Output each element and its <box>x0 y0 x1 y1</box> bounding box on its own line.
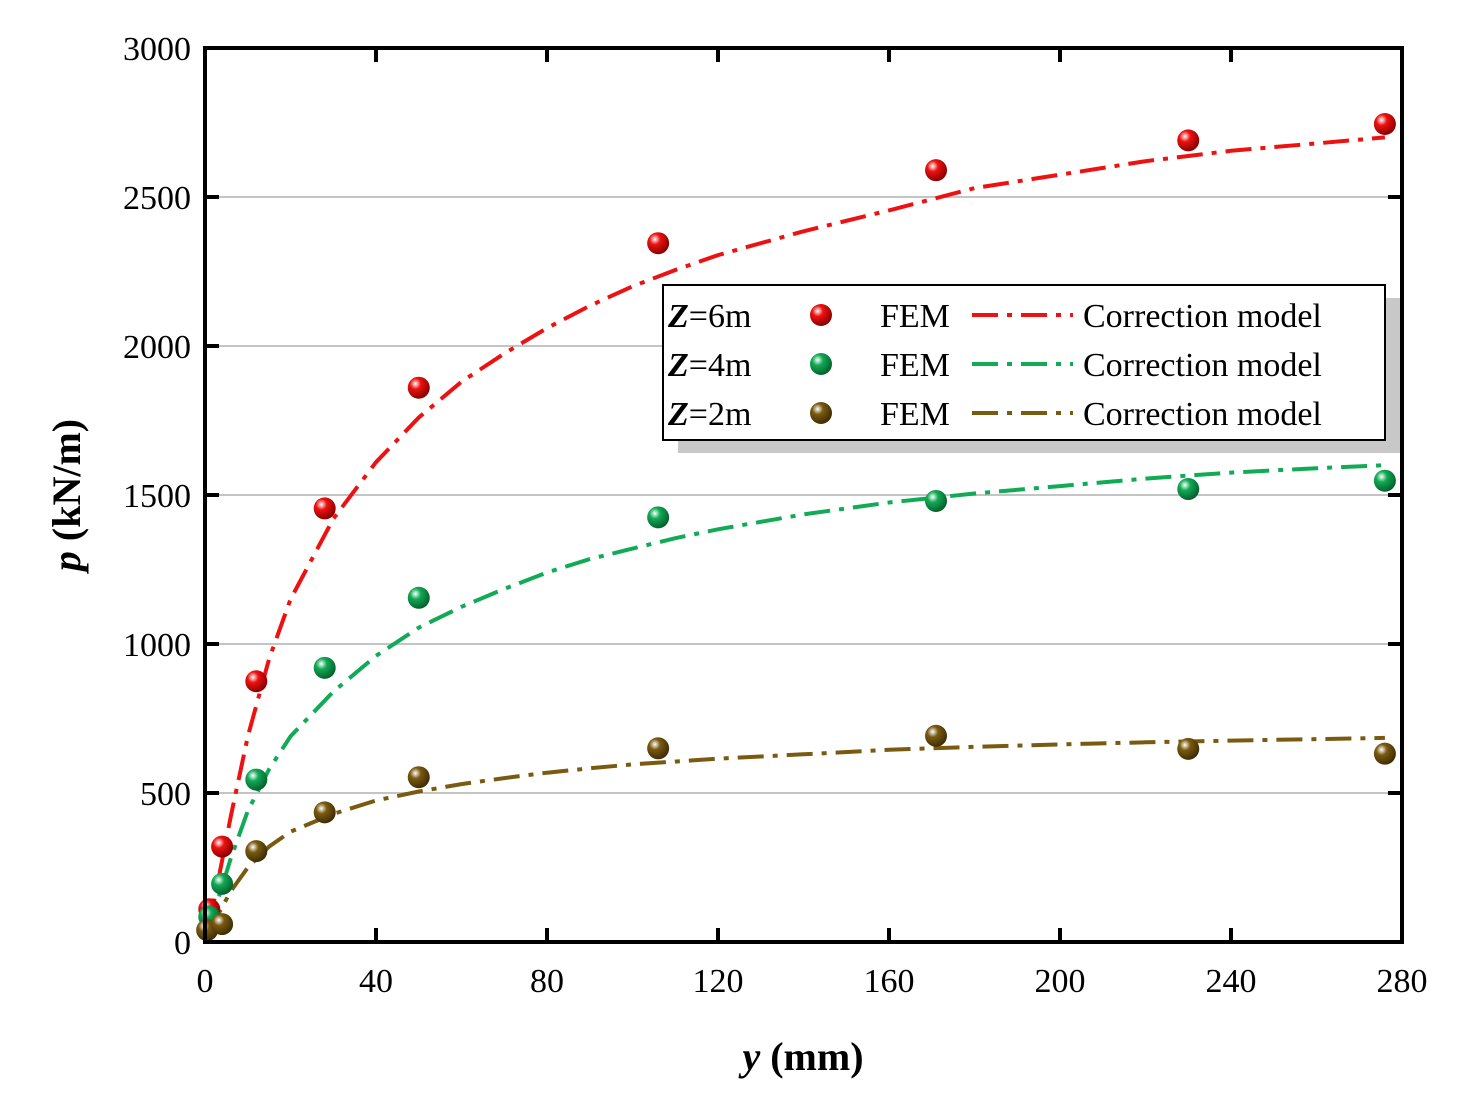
y-tick-label: 1000 <box>123 627 191 664</box>
fit-line-Z=2m <box>207 735 1385 934</box>
fit-line-Z=6m <box>207 135 1386 925</box>
fem-point-Z=2m <box>1177 737 1200 760</box>
x-tick-label: 40 <box>359 963 393 1000</box>
fem-point-Z=6m <box>211 835 234 858</box>
axis-ticks: 0 500 1000 1500 2000 2500 3000 0 40 80 120 160 200 24… <box>123 31 1428 1000</box>
fem-point-Z=4m <box>925 489 948 512</box>
legend-marker-label: FEM <box>880 396 950 433</box>
fem-point-Z=2m <box>313 801 336 824</box>
legend-marker <box>810 304 832 326</box>
x-tick-label: 0 <box>197 963 214 1000</box>
fem-point-Z=2m <box>245 840 268 863</box>
fem-point-Z=2m <box>1373 742 1396 765</box>
fem-point-Z=6m <box>313 497 336 520</box>
y-tick-label: 1500 <box>123 478 191 515</box>
x-axis-title: y (mm) <box>738 1034 863 1079</box>
fem-point-Z=2m <box>407 766 430 789</box>
y-tick-label: 0 <box>174 925 191 962</box>
legend-line-label: Correction model <box>1083 347 1322 384</box>
legend-line-label: Correction model <box>1083 396 1322 433</box>
legend-marker-label: FEM <box>880 347 950 384</box>
x-tick-label: 200 <box>1035 963 1086 1000</box>
fem-point-Z=4m <box>1177 478 1200 501</box>
x-tick-label: 160 <box>864 963 915 1000</box>
fem-point-Z=2m <box>647 737 670 760</box>
fem-point-Z=4m <box>211 872 234 895</box>
fem-point-Z=4m <box>407 586 430 609</box>
x-tick-label: 240 <box>1206 963 1257 1000</box>
y-tick-label: 3000 <box>123 31 191 68</box>
fem-points <box>196 112 1396 942</box>
legend-series-label: Z=4m <box>667 347 751 384</box>
legend: Z=6m FEM Correction model Z=4m FEM Correction… <box>662 284 1400 453</box>
fem-point-Z=6m <box>1177 129 1200 152</box>
fem-point-Z=4m <box>313 656 336 679</box>
legend-series-label: Z=6m <box>667 298 751 335</box>
legend-marker <box>810 353 832 375</box>
fem-point-Z=6m <box>647 232 670 255</box>
legend-line-label: Correction model <box>1083 298 1322 335</box>
fem-point-Z=6m <box>925 159 948 182</box>
fem-point-Z=4m <box>647 506 670 529</box>
x-tick-label: 80 <box>530 963 564 1000</box>
fem-point-Z=2m <box>925 724 948 747</box>
y-tick-label: 2500 <box>123 180 191 217</box>
y-axis-title: p (kN/m) <box>44 419 89 574</box>
fem-point-Z=6m <box>245 670 268 693</box>
fem-point-Z=4m <box>1373 469 1396 492</box>
legend-series-label: Z=2m <box>667 396 751 433</box>
y-tick-label: 2000 <box>123 329 191 366</box>
fit-curves <box>207 135 1386 934</box>
fem-point-Z=6m <box>1373 112 1396 135</box>
legend-marker <box>810 402 832 424</box>
fem-point-Z=4m <box>245 768 268 791</box>
x-tick-label: 120 <box>693 963 744 1000</box>
x-tick-label: 280 <box>1377 963 1428 1000</box>
fem-point-Z=6m <box>407 376 430 399</box>
y-tick-label: 500 <box>140 776 191 813</box>
fit-line-Z=4m <box>207 463 1385 931</box>
legend-marker-label: FEM <box>880 298 950 335</box>
fem-point-Z=2m <box>211 913 234 936</box>
